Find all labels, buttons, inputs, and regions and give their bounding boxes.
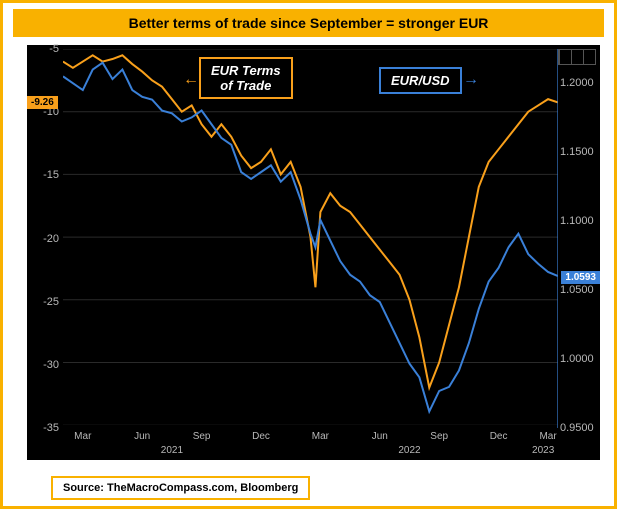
y-right-tick: 1.1000 — [560, 215, 598, 227]
y-right-tick: 1.2000 — [560, 77, 598, 89]
x-tick: Mar — [74, 431, 91, 442]
y-right-tick: 0.9500 — [560, 422, 598, 434]
y-right-tick: 1.0000 — [560, 353, 598, 365]
y-left-tick: -25 — [29, 296, 59, 308]
x-tick: Sep — [193, 431, 211, 442]
tot-label-box: EUR Terms of Trade — [199, 57, 293, 99]
source-attribution: Source: TheMacroCompass.com, Bloomberg — [51, 476, 310, 500]
x-year: 2023 — [532, 445, 554, 456]
x-tick: Mar — [312, 431, 329, 442]
eurusd-label-box: EUR/USD — [379, 67, 462, 94]
y-right-tick: 1.0500 — [560, 284, 598, 296]
x-tick: Jun — [372, 431, 388, 442]
y-right-tick: 1.1500 — [560, 146, 598, 158]
y-left-tick: -35 — [29, 422, 59, 434]
x-tick: Mar — [539, 431, 556, 442]
left-current-value-badge: -9.26 — [27, 96, 58, 109]
x-tick: Dec — [252, 431, 270, 442]
right-current-value-badge: 1.0593 — [561, 271, 600, 284]
right-axis-line — [557, 49, 558, 428]
frame: Better terms of trade since September = … — [0, 0, 617, 509]
tot-arrow-icon: ← — [183, 71, 199, 89]
chart-title: Better terms of trade since September = … — [13, 9, 604, 37]
chart-area: -5-10-15-20-25-30-35 1.20001.15001.10001… — [27, 45, 600, 460]
y-left-tick: -5 — [29, 43, 59, 55]
line-chart — [63, 49, 558, 425]
toolbar[interactable] — [558, 49, 596, 65]
x-tick: Jun — [134, 431, 150, 442]
y-left-tick: -15 — [29, 169, 59, 181]
x-year: 2021 — [161, 445, 183, 456]
x-tick: Sep — [430, 431, 448, 442]
y-left-tick: -20 — [29, 233, 59, 245]
x-tick: Dec — [490, 431, 508, 442]
x-year: 2022 — [398, 445, 420, 456]
eurusd-arrow-icon: → — [463, 71, 479, 89]
y-left-tick: -30 — [29, 359, 59, 371]
